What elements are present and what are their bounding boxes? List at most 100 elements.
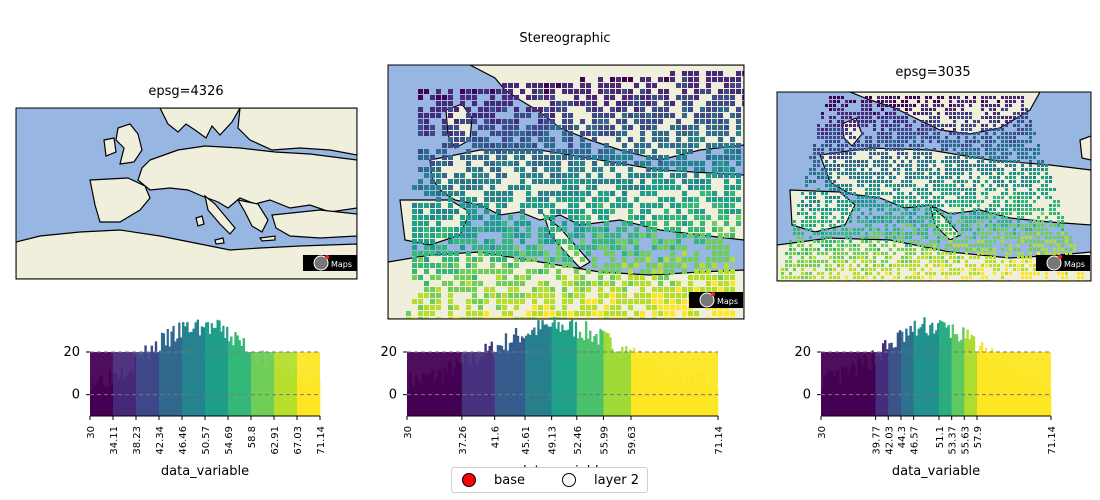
data-point bbox=[1045, 236, 1048, 239]
data-point bbox=[610, 263, 615, 268]
data-point bbox=[937, 216, 940, 219]
data-point bbox=[993, 140, 996, 143]
data-point bbox=[646, 191, 651, 196]
data-point bbox=[1025, 224, 1028, 227]
data-point bbox=[454, 137, 459, 142]
data-point bbox=[1037, 208, 1040, 211]
data-point bbox=[598, 173, 603, 178]
data-point bbox=[953, 140, 956, 143]
data-point bbox=[977, 216, 980, 219]
data-point bbox=[634, 239, 639, 244]
land bbox=[16, 108, 357, 279]
data-point bbox=[562, 251, 567, 256]
data-point bbox=[957, 140, 960, 143]
data-point bbox=[526, 137, 531, 142]
data-point bbox=[877, 100, 880, 103]
data-point bbox=[466, 269, 471, 274]
data-point bbox=[544, 119, 549, 124]
data-point bbox=[550, 287, 555, 292]
data-point bbox=[973, 236, 976, 239]
data-point bbox=[809, 244, 812, 247]
data-point bbox=[490, 245, 495, 250]
data-point bbox=[718, 89, 723, 94]
data-point bbox=[532, 155, 537, 160]
data-point bbox=[568, 101, 573, 106]
data-point bbox=[1013, 236, 1016, 239]
data-point bbox=[797, 244, 800, 247]
data-point bbox=[682, 215, 687, 220]
data-point bbox=[1017, 112, 1020, 115]
data-point bbox=[598, 311, 603, 316]
data-point bbox=[989, 120, 992, 123]
data-point bbox=[869, 152, 872, 155]
data-point bbox=[953, 224, 956, 227]
data-point bbox=[901, 132, 904, 135]
data-point bbox=[1005, 236, 1008, 239]
data-point bbox=[538, 287, 543, 292]
data-point bbox=[670, 179, 675, 184]
data-point bbox=[574, 89, 579, 94]
legend-item-base[interactable]: base bbox=[462, 471, 525, 489]
data-point bbox=[1037, 160, 1040, 163]
data-point bbox=[646, 227, 651, 232]
data-point bbox=[985, 100, 988, 103]
legend-item-layer-2[interactable]: layer 2 bbox=[562, 471, 639, 489]
data-point bbox=[897, 144, 900, 147]
x-tick-label: 62.91 bbox=[270, 426, 281, 455]
data-point bbox=[1025, 212, 1028, 215]
data-point bbox=[833, 132, 836, 135]
data-point bbox=[849, 148, 852, 151]
data-point bbox=[664, 293, 669, 298]
data-point bbox=[580, 239, 585, 244]
data-point bbox=[849, 188, 852, 191]
data-point bbox=[436, 215, 441, 220]
data-point bbox=[442, 95, 447, 100]
data-point bbox=[412, 221, 417, 226]
data-point bbox=[821, 252, 824, 255]
data-point bbox=[905, 212, 908, 215]
data-point bbox=[688, 227, 693, 232]
data-point bbox=[1069, 248, 1072, 251]
data-point bbox=[965, 248, 968, 251]
data-point bbox=[580, 155, 585, 160]
data-point bbox=[1009, 232, 1012, 235]
data-point bbox=[640, 173, 645, 178]
data-point bbox=[865, 136, 868, 139]
data-point bbox=[869, 260, 872, 263]
data-point bbox=[901, 200, 904, 203]
data-point bbox=[941, 180, 944, 183]
data-point bbox=[897, 196, 900, 199]
data-point bbox=[1005, 116, 1008, 119]
data-point bbox=[688, 101, 693, 106]
data-point bbox=[897, 260, 900, 263]
data-point bbox=[1029, 232, 1032, 235]
data-point bbox=[508, 251, 513, 256]
data-point bbox=[913, 152, 916, 155]
data-point bbox=[969, 192, 972, 195]
data-point bbox=[957, 256, 960, 259]
data-point bbox=[865, 160, 868, 163]
data-point bbox=[604, 317, 609, 319]
data-point bbox=[993, 256, 996, 259]
data-point bbox=[833, 100, 836, 103]
data-point bbox=[628, 221, 633, 226]
data-point bbox=[550, 311, 555, 316]
data-point bbox=[841, 148, 844, 151]
data-point bbox=[424, 119, 429, 124]
data-point bbox=[580, 77, 585, 82]
data-point bbox=[736, 131, 741, 136]
data-point bbox=[849, 192, 852, 195]
data-point bbox=[853, 228, 856, 231]
data-point bbox=[544, 131, 549, 136]
data-point bbox=[628, 215, 633, 220]
data-point bbox=[873, 264, 876, 267]
data-point bbox=[646, 89, 651, 94]
data-point bbox=[897, 120, 900, 123]
data-point bbox=[937, 172, 940, 175]
data-point bbox=[724, 143, 729, 148]
data-point bbox=[953, 132, 956, 135]
data-point bbox=[682, 71, 687, 76]
data-point bbox=[622, 263, 627, 268]
data-point bbox=[472, 179, 477, 184]
data-point bbox=[658, 167, 663, 172]
